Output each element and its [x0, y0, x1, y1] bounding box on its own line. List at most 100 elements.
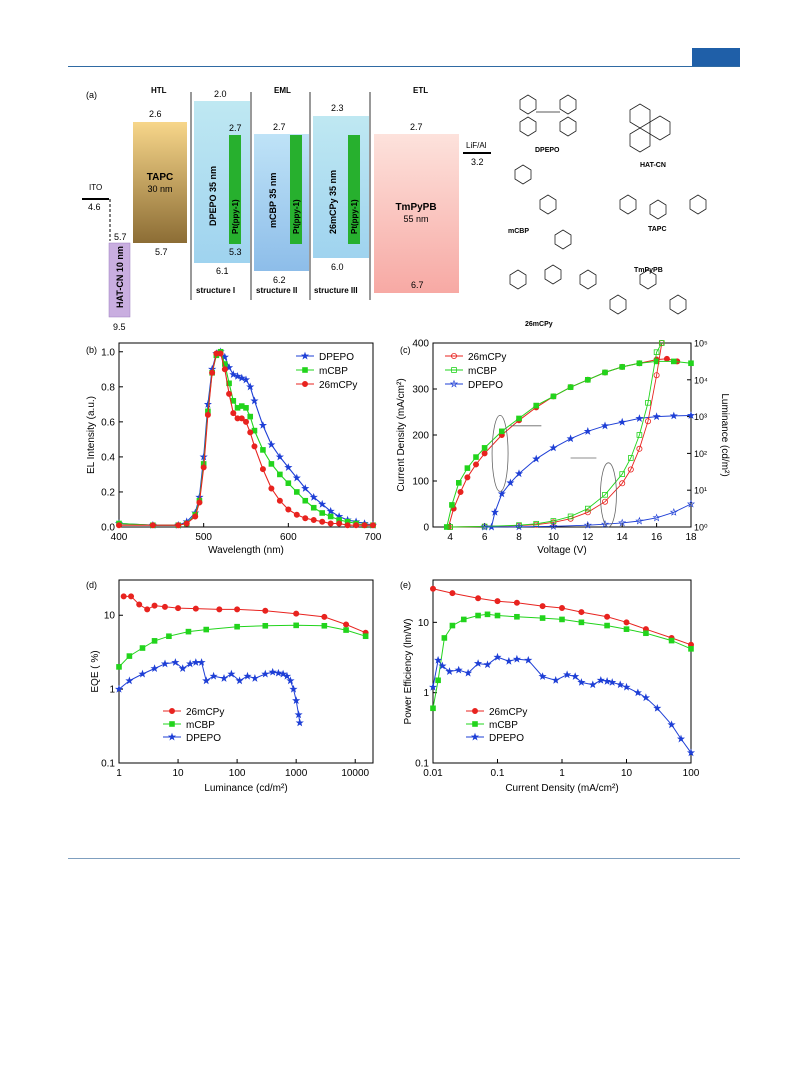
chart-b-point-26mCPy	[361, 522, 368, 529]
chart-e-point-DPEPO	[667, 720, 676, 729]
chart-c-lum-point-mCBP	[550, 393, 557, 400]
dopant-layer-1	[229, 135, 241, 244]
ito-value: 4.6	[88, 202, 101, 212]
chart-e-legend-marker-DPEPO	[470, 732, 480, 741]
chart-d-xtick-label: 10000	[341, 768, 369, 779]
mcbp-label: mCBP 35 nm	[268, 173, 278, 228]
chart-b-ytick-label: 1.0	[101, 347, 115, 358]
dopant-layer-3	[348, 135, 360, 244]
chart-b-point-26mCPy	[217, 350, 224, 357]
chart-c-cur-point-DPEPO	[669, 508, 678, 516]
chart-d-point-DPEPO	[292, 696, 301, 705]
chart-b-point-DPEPO	[267, 440, 276, 449]
chart-c-cur-point-DPEPO	[480, 522, 489, 531]
chart-b-point-26mCPy	[293, 511, 300, 518]
chart-c-y2tick-label: 10³	[694, 412, 707, 422]
chart-b-point-26mCPy	[344, 522, 351, 529]
chart-b-ylabel: EL Intensity (a.u.)	[86, 396, 97, 474]
chart-e-point-mCBP	[441, 635, 448, 641]
chart-e-point-DPEPO	[602, 676, 612, 685]
chart-c-xtick-label: 10	[548, 532, 560, 543]
chart-d-point-DPEPO	[289, 684, 298, 693]
chart-d-point-mCBP	[139, 645, 146, 651]
chart-b-point-mCBP	[310, 504, 317, 511]
chart-c-lum-point-DPEPO	[635, 414, 644, 422]
structure-1-label: structure I	[196, 286, 235, 295]
chart-e-point-mCBP	[430, 705, 436, 712]
chart-c-legend-marker-26mCPy	[450, 352, 457, 359]
chart-d-point-26mCPy	[144, 606, 151, 613]
chart-d-series-line-mCBP	[118, 624, 366, 668]
chart-e-point-mCBP	[460, 616, 467, 623]
chart-b-point-mCBP	[302, 497, 309, 504]
chart-c-cur-point-mCBP	[628, 455, 634, 461]
chart-d-point-DPEPO	[186, 659, 195, 668]
tmpypb-top: 2.7	[410, 122, 423, 132]
chart-d-point-mCBP	[321, 622, 328, 629]
tmpypb-ring-2	[609, 294, 627, 315]
chart-c-y2tick-label: 10²	[694, 449, 707, 459]
chart-b-legend-marker-26mCPy	[301, 380, 308, 387]
chart-c-cur-point-DPEPO	[600, 519, 610, 528]
tapc-thickness: 30 nm	[147, 184, 172, 194]
dpepo-label: DPEPO 35 nm	[208, 166, 218, 226]
chart-d-point-DPEPO	[235, 676, 244, 685]
chart-c-ytick-label: 200	[412, 431, 429, 442]
chart-d-point-26mCPy	[136, 601, 143, 608]
chart-e-xtick-label: 10	[621, 768, 633, 779]
chart-d-point-26mCPy	[234, 606, 241, 613]
chart-c-y2tick-label: 10⁴	[694, 375, 708, 385]
chart-c-lum-point-mCBP	[443, 524, 450, 530]
chart-d-point-DPEPO	[250, 673, 259, 682]
chart-d-ytick-label: 10	[104, 611, 116, 622]
hatcn-top: 5.7	[114, 232, 127, 242]
chart-d-point-26mCPy	[262, 607, 269, 614]
hatcn-label: HAT-CN 10 nm	[115, 246, 125, 308]
chart-d-point-26mCPy	[216, 606, 223, 613]
chart-c-cur-point-mCBP	[658, 340, 665, 346]
chart-c-lum-point-DPEPO	[652, 412, 661, 421]
chart-b-xtick-label: 400	[111, 532, 128, 543]
chart-c-legend-label-mCBP: mCBP	[468, 366, 497, 377]
chart-d-point-mCBP	[343, 627, 349, 633]
cpy-bottom: 6.0	[331, 262, 344, 272]
chart-d-legend-label-DPEPO: DPEPO	[186, 733, 221, 744]
chart-b-point-26mCPy	[247, 429, 254, 436]
chart-b-point-26mCPy	[259, 466, 266, 473]
chart-d-point-DPEPO	[171, 658, 180, 666]
chart-b-xtick-label: 500	[195, 532, 212, 543]
chart-d-point-DPEPO	[268, 667, 277, 676]
chart-c-lum-point-DPEPO	[514, 469, 524, 478]
chart-c-ytick-label: 0	[423, 523, 429, 534]
chart-e-point-DPEPO	[588, 680, 597, 689]
chart-c-cur-point-DPEPO	[549, 521, 558, 530]
chart-c-xtick-label: 16	[651, 532, 663, 543]
chart-e-series-line-DPEPO	[432, 656, 692, 753]
chart-b-point-mCBP	[260, 447, 266, 453]
chart-d-point-DPEPO	[191, 658, 200, 666]
chart-c-cur-point-DPEPO	[635, 516, 644, 525]
chart-e-point-26mCPy	[475, 595, 482, 602]
chart-e-point-DPEPO	[653, 704, 662, 712]
panel-a-label: (a)	[86, 90, 97, 100]
chart-b-point-DPEPO	[275, 452, 284, 461]
chart-b-point-DPEPO	[250, 396, 259, 405]
chart-e-point-DPEPO	[512, 654, 522, 663]
tapc-bottom: 5.7	[155, 247, 168, 257]
chart-d-point-mCBP	[262, 622, 269, 629]
chart-d-point-DPEPO	[243, 671, 252, 680]
chart-b-ytick-label: 0.2	[101, 487, 115, 498]
chart-c-lum-point-mCBP	[567, 384, 574, 390]
chart-d-point-mCBP	[362, 633, 369, 640]
chart-c-legend-marker-DPEPO	[449, 379, 459, 388]
chart-b-legend-marker-DPEPO	[300, 351, 310, 360]
dpepo-top: 2.0	[214, 89, 227, 99]
chart-b-point-26mCPy	[276, 497, 283, 504]
chart-c-lum-point-26mCPy	[457, 489, 464, 496]
chart-b-point-DPEPO	[292, 473, 301, 482]
chart-c-cur-point-mCBP	[653, 349, 660, 355]
chart-d-point-26mCPy	[151, 602, 158, 609]
chart-b-point-26mCPy	[336, 520, 343, 527]
chart-c-cur-point-mCBP	[619, 471, 625, 477]
chart-d-point-DPEPO	[114, 684, 124, 693]
